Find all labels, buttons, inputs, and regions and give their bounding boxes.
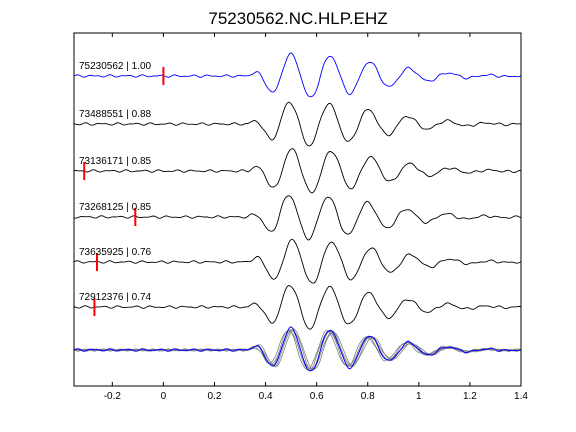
x-tick-label: 0.8 (361, 391, 375, 402)
x-tick-label: 1 (416, 391, 422, 402)
trace-6-label: 72912376 | 0.74 (79, 292, 152, 303)
x-tick-label: 1.2 (463, 391, 477, 402)
x-tick-label: -0.2 (104, 391, 122, 402)
stack-overlay-4 (73, 329, 522, 372)
trace-2-line (73, 101, 521, 147)
x-tick-label: 0.2 (208, 391, 222, 402)
chart-title: 75230562.NC.HLP.EHZ (208, 9, 387, 28)
trace-5-label: 73635925 | 0.76 (79, 247, 152, 258)
stack-master-trace (73, 326, 522, 372)
x-axis: -0.2 0 0.2 0.4 0.6 0.8 1 1.2 1.4 (104, 33, 528, 402)
x-tick-label: 1.4 (514, 391, 528, 402)
trace-2-label: 73488551 | 0.88 (79, 109, 152, 120)
trace-1-label: 75230562 | 1.00 (79, 61, 152, 72)
x-tick-label: 0 (161, 391, 167, 402)
trace-6-line (73, 285, 522, 330)
plot-frame (73, 32, 522, 387)
trace-3-label: 73136171 | 0.85 (79, 156, 152, 167)
x-tick-label: 0.4 (259, 391, 273, 402)
x-tick-label: 0.6 (310, 391, 324, 402)
traces-layer (73, 52, 522, 372)
trace-3-line (73, 148, 522, 194)
trace-4-label: 73268125 | 0.85 (79, 202, 152, 213)
labels-layer: 75230562 | 1.00 73488551 | 0.88 73136171 |… (79, 61, 152, 303)
trace-1-line (73, 52, 522, 98)
trace-5-line (73, 238, 522, 284)
trace-4-line (73, 195, 522, 241)
